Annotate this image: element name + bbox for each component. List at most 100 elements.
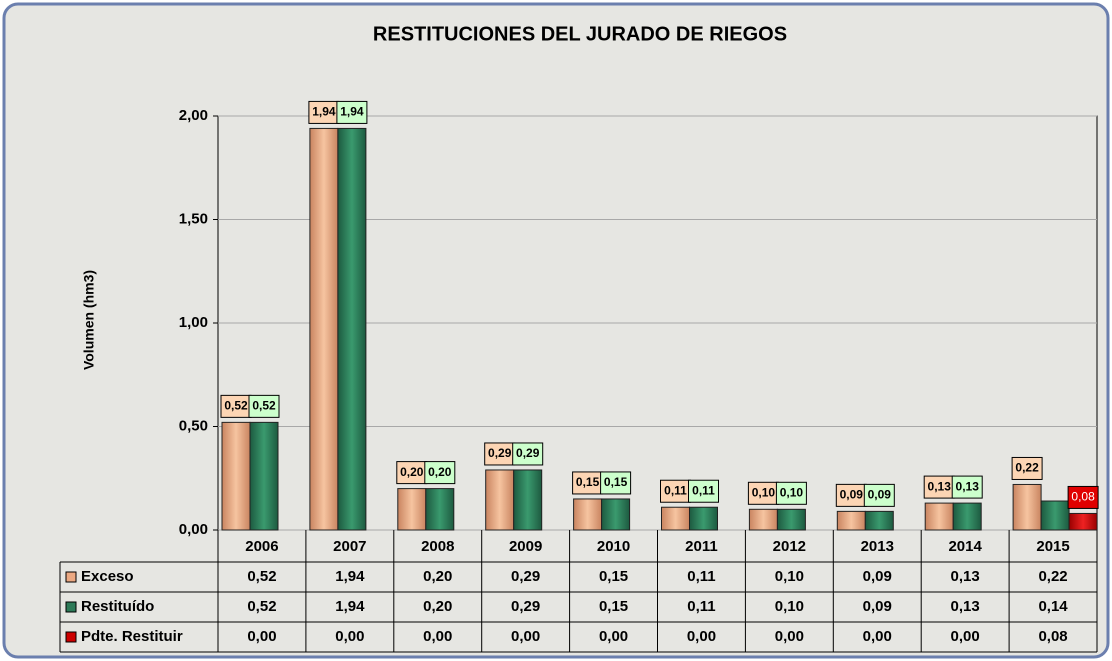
- legend-label: Exceso: [81, 568, 134, 585]
- bar: [221, 421, 251, 531]
- bar: [836, 510, 866, 531]
- x-tick-label: 2011: [685, 538, 718, 555]
- legend-swatch: [65, 631, 77, 643]
- table-cell: 0,00: [423, 628, 452, 645]
- data-label: 0,09: [868, 488, 892, 502]
- bar: [425, 488, 455, 531]
- x-tick-label: 2013: [861, 538, 894, 555]
- y-tick-label: 0,00: [179, 521, 208, 538]
- y-tick-label: 0,50: [179, 417, 208, 434]
- table-cell: 0,00: [335, 628, 364, 645]
- legend-label: Restituído: [81, 598, 154, 615]
- table-cell: 0,09: [863, 598, 892, 615]
- data-label: 0,15: [576, 475, 600, 489]
- data-label-box: [424, 461, 456, 485]
- data-label: 0,52: [252, 399, 276, 413]
- data-label-box: [1011, 456, 1043, 480]
- y-axis-label: Volumen (hm3): [81, 270, 97, 370]
- data-label-box: [512, 442, 544, 466]
- table-cell: 0,11: [687, 568, 715, 585]
- table-cell: 1,94: [335, 568, 365, 585]
- bar: [309, 127, 339, 531]
- data-label: 0,13: [956, 479, 980, 493]
- data-label: 0,52: [224, 399, 248, 413]
- data-label-box: [951, 475, 983, 499]
- bar: [924, 502, 954, 531]
- table-cell: 0,00: [951, 628, 980, 645]
- legend-swatch: [65, 571, 77, 583]
- table-cell: 0,15: [599, 568, 628, 585]
- bar: [573, 498, 603, 531]
- data-label: 0,29: [488, 446, 512, 460]
- data-label: 0,15: [604, 475, 628, 489]
- data-label: 1,94: [312, 105, 336, 119]
- data-label-box: [688, 479, 719, 503]
- table-cell: 0,14: [1038, 598, 1068, 615]
- table-cell: 0,10: [775, 568, 804, 585]
- table-cell: 0,22: [1038, 568, 1067, 585]
- table-cell: 0,13: [951, 568, 980, 585]
- x-tick-label: 2015: [1036, 538, 1069, 555]
- legend-swatch: [65, 601, 77, 613]
- data-label: 0,29: [516, 446, 540, 460]
- bar: [776, 508, 806, 531]
- data-label: 1,94: [340, 105, 364, 119]
- x-tick-label: 2009: [509, 538, 542, 555]
- data-label: 0,11: [692, 483, 715, 497]
- data-label: 0,09: [840, 488, 864, 502]
- bar: [249, 421, 279, 531]
- data-label: 0,11: [664, 483, 687, 497]
- table-cell: 0,29: [511, 568, 540, 585]
- table-cell: 0,00: [863, 628, 892, 645]
- table-cell: 0,52: [247, 598, 276, 615]
- bar: [337, 127, 367, 531]
- bar: [952, 502, 982, 531]
- table-cell: 0,00: [775, 628, 804, 645]
- x-tick-label: 2007: [333, 538, 366, 555]
- data-label-box: [775, 481, 807, 505]
- data-label: 0,20: [400, 465, 424, 479]
- table-cell: 0,11: [687, 598, 715, 615]
- chart-title: RESTITUCIONES DEL JURADO DE RIEGOS: [373, 23, 787, 45]
- bar: [1040, 500, 1070, 531]
- data-label-box: [863, 483, 895, 507]
- x-tick-label: 2008: [421, 538, 454, 555]
- data-label-box: [336, 100, 368, 124]
- y-tick-label: 1,50: [179, 210, 208, 227]
- table-cell: 0,52: [247, 568, 276, 585]
- table-cell: 0,20: [423, 568, 452, 585]
- data-label-box: [248, 394, 280, 418]
- data-label: 0,10: [780, 485, 804, 499]
- table-cell: 0,10: [775, 598, 804, 615]
- table-cell: 0,08: [1038, 628, 1067, 645]
- x-tick-label: 2010: [597, 538, 630, 555]
- data-label: 0,20: [428, 465, 452, 479]
- y-tick-label: 2,00: [179, 107, 208, 124]
- legend-label: Pdte. Restituir: [81, 628, 183, 645]
- bar: [689, 506, 718, 531]
- bar: [397, 488, 427, 531]
- bar: [661, 506, 690, 531]
- data-label: 0,22: [1015, 461, 1039, 475]
- table-cell: 0,09: [863, 568, 892, 585]
- data-label: 0,08: [1071, 490, 1095, 504]
- data-label: 0,13: [928, 479, 952, 493]
- data-label-box: [600, 471, 632, 495]
- bar: [601, 498, 631, 531]
- data-label-box: [1067, 485, 1099, 509]
- table-cell: 0,00: [511, 628, 540, 645]
- table-cell: 0,00: [247, 628, 276, 645]
- bar: [748, 508, 778, 531]
- table-cell: 0,20: [423, 598, 452, 615]
- bar: [1012, 483, 1042, 531]
- x-tick-label: 2006: [245, 538, 278, 555]
- bar: [1068, 512, 1098, 531]
- table-cell: 0,13: [951, 598, 980, 615]
- table-cell: 0,15: [599, 598, 628, 615]
- x-tick-label: 2012: [773, 538, 806, 555]
- data-label: 0,10: [752, 485, 776, 499]
- table-cell: 1,94: [335, 598, 365, 615]
- table-cell: 0,00: [687, 628, 716, 645]
